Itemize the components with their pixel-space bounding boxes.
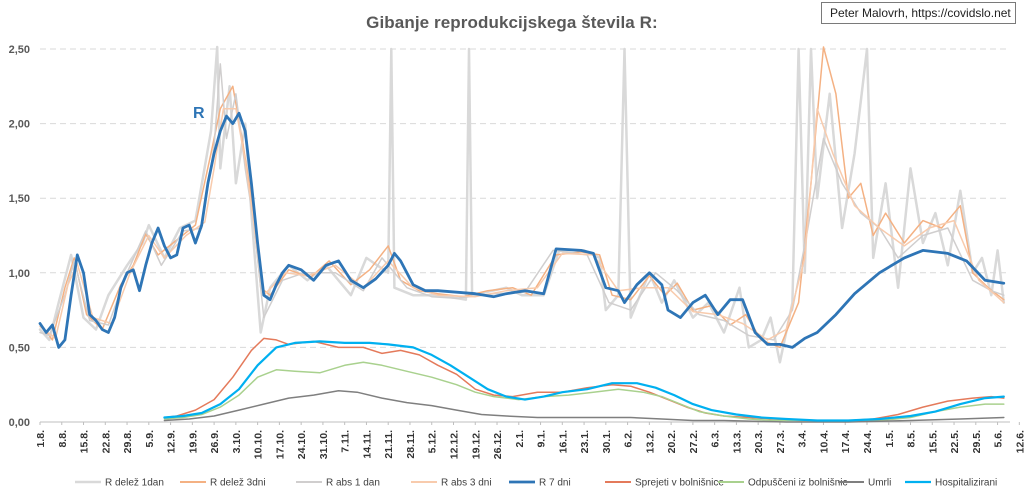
x-tick-label: 27.3. [775,430,787,453]
x-tick-label: 15.8. [79,430,91,453]
x-tick-label: 29.8. [122,430,134,453]
x-tick-label: 5.9. [144,430,156,448]
series-lines [38,45,1006,423]
series-line-3 [39,107,1005,341]
x-tick-label: 12.12. [448,430,460,459]
x-tick-label: 12.9. [166,430,178,453]
x-tick-label: 20.3. [753,430,765,453]
series-line-0 [38,45,1006,364]
y-tick-label: 2,50 [9,44,30,56]
legend-label: Odpuščeni iz bolnišnic [748,478,848,489]
x-tick-label: 28.11. [405,430,417,459]
series-line-6 [163,361,1005,422]
x-tick-label: 6.2. [623,430,635,448]
x-tick-label: 16.1. [557,430,569,453]
chart-title: Gibanje reprodukcijskega števila R: [366,13,658,32]
x-tick-label: 2.1. [514,430,526,448]
x-tick-label: 3.4. [797,430,809,448]
legend-label: R abs 3 dni [441,478,492,489]
x-tick-label: 17.10. [274,430,286,459]
credit-text: Peter Malovrh, https://covidslo.net [830,6,1011,20]
x-tick-label: 26.12. [492,430,504,459]
x-tick-label: 30.1. [601,430,613,453]
x-tick-label: 15.5. [927,430,939,453]
x-tick-label: 31.10. [318,430,330,459]
x-tick-label: 12.6. [1014,430,1024,453]
x-axis: 1.8. 8.8. 15.8. 22.8. 29.8. 5.9. 12.9. 19.9. 26.… [35,422,1024,459]
series-line-4 [38,111,1006,349]
x-tick-label: 22.8. [100,430,112,453]
y-tick-label: 1,00 [9,268,30,280]
x-tick-label: 27.2. [688,430,700,453]
x-tick-label: 19.12. [470,430,482,459]
series-line-8 [163,340,1005,422]
x-tick-label: 7.11. [340,430,352,453]
legend-label: R delež 3dni [210,478,266,489]
x-tick-label: 1.5. [884,430,896,448]
x-tick-label: 14.11. [361,430,373,459]
y-tick-label: 2,00 [9,119,30,131]
series-line-7 [163,389,1005,423]
x-tick-label: 5.6. [993,430,1005,448]
x-tick-label: 5.12. [427,430,439,453]
x-tick-label: 26.9. [209,430,221,453]
x-tick-label: 13.2. [644,430,656,453]
series-line-5 [163,337,1005,422]
series-line-1 [39,46,1005,349]
x-tick-label: 6.3. [710,430,722,448]
y-axis: 0,00 0,50 1,00 1,50 2,00 2,50 [9,44,30,429]
x-tick-label: 24.10. [296,430,308,459]
y-tick-label: 1,50 [9,193,30,205]
x-tick-label: 13.3. [731,430,743,453]
legend: R delež 1dan R delež 3dni R abs 1 dan R abs… [75,478,997,489]
x-tick-label: 20.2. [666,430,678,453]
y-tick-label: 0,50 [9,342,30,354]
legend-label: R abs 1 dan [326,478,380,489]
x-tick-label: 1.8. [35,430,47,448]
x-tick-label: 8.8. [57,430,69,448]
legend-label: R delež 1dan [105,478,164,489]
x-tick-label: 9.1. [536,430,548,448]
x-tick-label: 10.10. [253,430,265,459]
x-tick-label: 29.5. [971,430,983,453]
x-tick-label: 21.11. [383,430,395,459]
series-line-2 [39,63,1005,341]
x-tick-label: 24.4. [862,430,874,453]
legend-label: Hospitalizirani [935,478,997,489]
legend-label: R 7 dni [539,478,571,489]
x-tick-label: 3.10. [231,430,243,453]
x-tick-label: 8.5. [906,430,918,448]
credit-box: Peter Malovrh, https://covidslo.net [821,2,1016,24]
x-tick-label: 23.1. [579,430,591,453]
legend-label: Umrli [868,478,891,489]
r-annotation: R [193,105,205,122]
x-tick-label: 19.9. [187,430,199,453]
x-tick-label: 22.5. [949,430,961,453]
legend-label: Sprejeti v bolnišnice [635,478,724,489]
y-tick-label: 0,00 [9,417,30,429]
x-tick-label: 17.4. [840,430,852,453]
x-tick-label: 10.4. [818,430,830,453]
